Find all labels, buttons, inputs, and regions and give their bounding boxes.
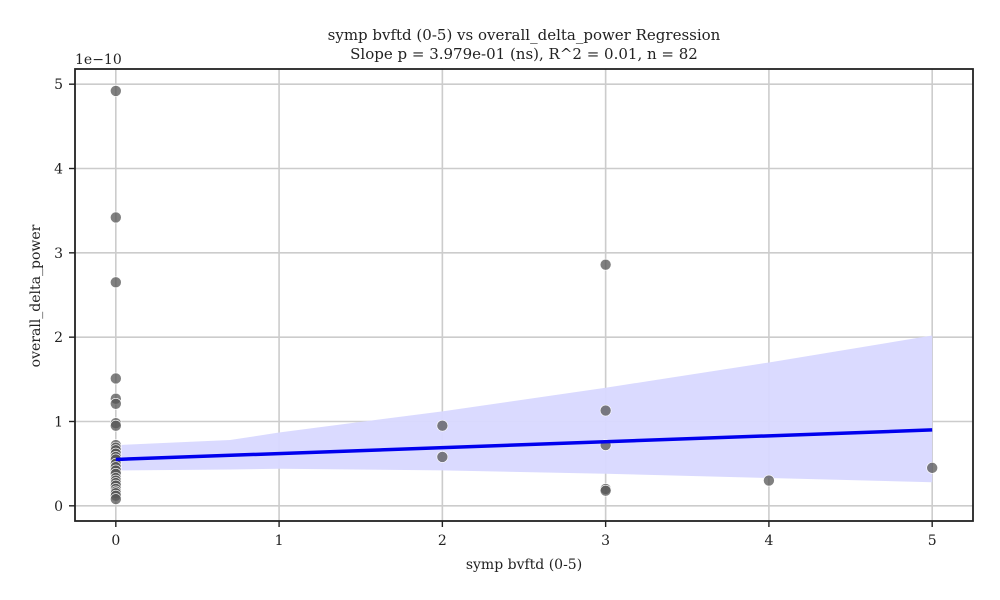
- regression-line: [115, 428, 933, 462]
- chart-title: symp bvftd (0-5) vs overall_delta_power …: [328, 26, 721, 44]
- data-point: [763, 474, 775, 487]
- y-tick-label: 4: [54, 162, 63, 178]
- x-tick-label: 5: [928, 533, 937, 549]
- grid: [75, 69, 973, 521]
- data-point: [110, 85, 122, 97]
- data-point: [436, 419, 449, 432]
- y-tick-label: 0: [54, 499, 63, 515]
- x-axis-label: symp bvftd (0-5): [466, 557, 582, 573]
- y-tick-label: 2: [54, 330, 63, 346]
- y-offset-label: 1e−10: [75, 52, 122, 68]
- x-tick-label: 0: [111, 533, 120, 549]
- x-tick-label: 3: [601, 533, 610, 549]
- confidence-band-area: [115, 335, 933, 483]
- scatter-points: [110, 85, 938, 505]
- data-point: [599, 258, 612, 271]
- axes: 0 1 2 3 4 5 0 1 2 3 4 5: [54, 68, 974, 549]
- data-point: [110, 276, 122, 289]
- y-tick-label: 1: [54, 414, 63, 430]
- x-tick-label: 2: [438, 533, 447, 549]
- x-tick-label: 4: [764, 533, 773, 549]
- data-point: [110, 397, 122, 410]
- y-tick-label: 5: [54, 77, 63, 93]
- data-point: [926, 462, 938, 474]
- regression-line-group: [115, 428, 933, 462]
- data-point: [436, 451, 449, 463]
- data-point: [110, 419, 122, 432]
- plot-frame: [74, 68, 974, 522]
- chart-subtitle: Slope p = 3.979e-01 (ns), R^2 = 0.01, n …: [350, 45, 698, 63]
- data-point: [110, 372, 122, 385]
- y-tick-label: 3: [54, 246, 63, 262]
- data-point: [110, 211, 122, 224]
- y-axis-label: overall_delta_power: [28, 224, 44, 367]
- data-point: [599, 484, 612, 497]
- data-point: [599, 404, 612, 417]
- confidence-band: [115, 335, 933, 483]
- data-point: [110, 493, 122, 505]
- x-tick-label: 1: [275, 533, 284, 549]
